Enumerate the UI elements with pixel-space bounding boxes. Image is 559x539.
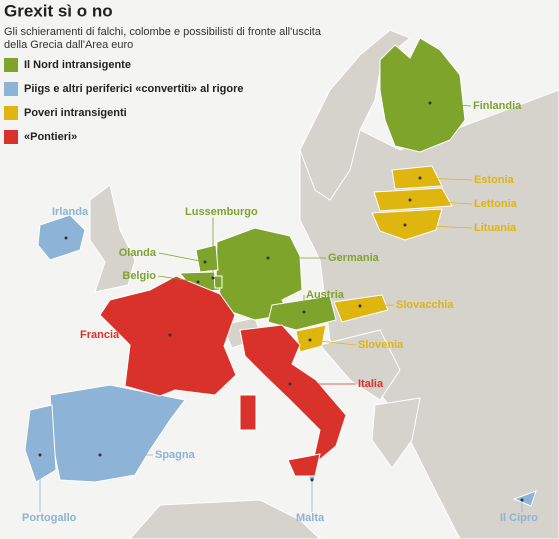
leader-dot — [358, 304, 362, 308]
finland — [379, 37, 466, 153]
leader-dot — [520, 498, 524, 502]
leader-dot — [98, 453, 102, 457]
italy — [239, 324, 347, 468]
france — [99, 275, 237, 397]
subtitle: Gli schieramenti di falchi, colombe e po… — [4, 26, 322, 38]
greece — [371, 397, 421, 469]
leader-dot — [408, 198, 412, 202]
country-label: Lussemburgo — [185, 206, 258, 218]
leader-line — [419, 177, 473, 181]
sardinia — [239, 394, 257, 431]
country-labels: Finlandia Lussemburgo Olanda Belgio Germania… — [22, 100, 538, 524]
britain — [89, 184, 136, 293]
leader-line — [404, 224, 473, 229]
legend-label: Piigs e altri periferici «convertiti» al… — [24, 83, 243, 95]
leader-dot — [168, 333, 172, 337]
leader-dot — [38, 453, 42, 457]
leader-dot — [211, 276, 215, 280]
country-label: Il Cipro — [500, 512, 538, 524]
leader-line — [409, 199, 473, 205]
country-label: Olanda — [119, 247, 157, 259]
country-label: Austria — [306, 289, 345, 301]
leader-dot — [64, 236, 68, 240]
cyprus — [512, 490, 537, 507]
legend: Il Nord intransigente Piigs e altri perif… — [4, 58, 243, 144]
subtitle: della Grecia dall'Area euro — [4, 39, 133, 51]
legend-label: Il Nord intransigente — [24, 59, 131, 71]
legend-swatch — [4, 58, 18, 72]
leader-dot — [196, 280, 200, 284]
netherlands — [195, 244, 219, 273]
leader-dot — [428, 101, 432, 105]
country-label: Estonia — [474, 174, 515, 186]
slovakia — [333, 294, 389, 323]
country-label: Malta — [296, 512, 325, 524]
spain — [49, 384, 186, 483]
land — [89, 29, 559, 539]
balkans — [319, 329, 401, 401]
country-label: Lituania — [474, 222, 517, 234]
lithuania — [371, 208, 443, 241]
country-label: Francia — [80, 329, 120, 341]
countries — [24, 37, 537, 507]
austria — [267, 295, 337, 331]
africa — [129, 499, 321, 539]
country-label: Lettonia — [474, 198, 518, 210]
legend-swatch — [4, 106, 18, 120]
country-label: Belgio — [122, 270, 156, 282]
leader-line — [158, 275, 199, 283]
portugal — [24, 404, 57, 483]
title: Grexit sì o no — [4, 1, 113, 20]
country-label: Spagna — [155, 449, 196, 461]
legend-swatch — [4, 82, 18, 96]
sicily — [287, 453, 321, 477]
legend-swatch — [4, 130, 18, 144]
leader-line — [359, 304, 395, 307]
country-label: Irlanda — [52, 206, 89, 218]
estonia — [391, 165, 443, 190]
country-label: Slovenia — [358, 339, 404, 351]
leader-dot — [203, 260, 207, 264]
leader-dot — [308, 338, 312, 342]
ireland — [37, 214, 86, 261]
legend-label: «Pontieri» — [24, 131, 77, 143]
leader-dot — [403, 223, 407, 227]
legend-label: Poveri intransigenti — [24, 107, 127, 119]
leader-dot — [418, 176, 422, 180]
country-label: Slovacchia — [396, 299, 454, 311]
leader-line — [309, 339, 357, 346]
country-label: Italia — [358, 378, 384, 390]
leader-dot — [288, 382, 292, 386]
leader-line — [429, 102, 472, 107]
luxembourg — [213, 275, 223, 289]
latvia — [373, 187, 453, 212]
leader-line — [158, 252, 206, 263]
leader-dot — [302, 310, 306, 314]
country-label: Finlandia — [473, 100, 522, 112]
country-label: Germania — [328, 252, 380, 264]
leader-dot — [266, 256, 270, 260]
country-label: Portogallo — [22, 512, 77, 524]
leader-dot — [310, 478, 314, 482]
